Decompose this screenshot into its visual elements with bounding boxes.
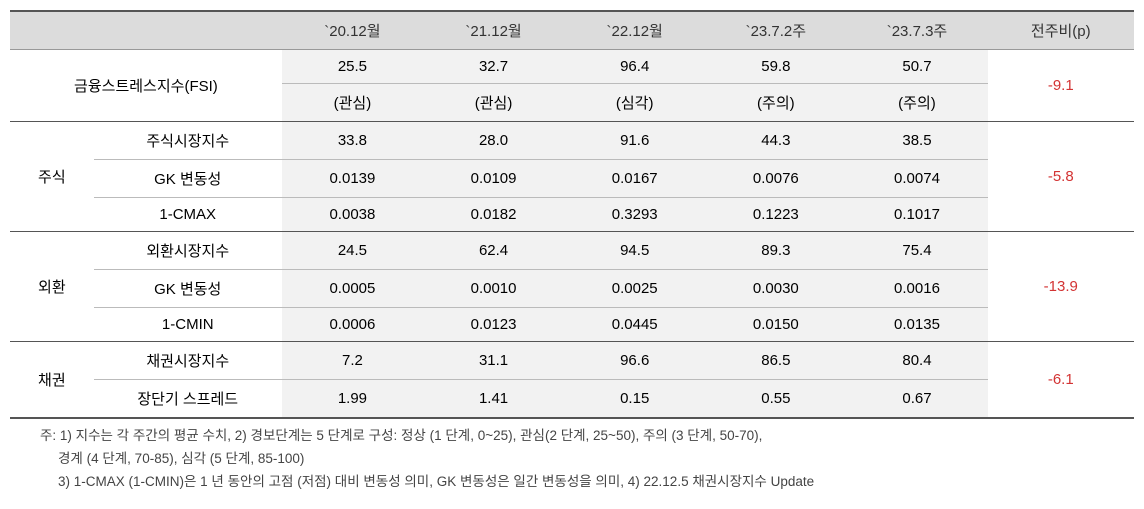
bonds-wow: -6.1 — [988, 342, 1134, 419]
footnote-line: 주: 1) 지수는 각 주간의 평균 수치, 2) 경보단계는 5 단계로 구성… — [40, 425, 1104, 448]
cell: 96.6 — [564, 342, 705, 380]
header-col: `20.12월 — [282, 11, 423, 50]
metric-label: 채권시장지수 — [94, 342, 282, 380]
category-stocks: 주식 — [10, 122, 94, 232]
table-row: 채권 채권시장지수 7.2 31.1 96.6 86.5 80.4 -6.1 — [10, 342, 1134, 380]
cell: 0.67 — [846, 380, 987, 419]
cell: 0.0038 — [282, 198, 423, 232]
cell: 1.41 — [423, 380, 564, 419]
cell: 0.0074 — [846, 160, 987, 198]
cell: 0.0005 — [282, 270, 423, 308]
cell: 94.5 — [564, 232, 705, 270]
cell: 38.5 — [846, 122, 987, 160]
cell: 0.1017 — [846, 198, 987, 232]
fsi-stage: (주의) — [705, 84, 846, 122]
cell: 0.0167 — [564, 160, 705, 198]
cell: 24.5 — [282, 232, 423, 270]
table-row: 장단기 스프레드 1.99 1.41 0.15 0.55 0.67 — [10, 380, 1134, 419]
fsi-wow: -9.1 — [988, 50, 1134, 122]
fsi-stage: (심각) — [564, 84, 705, 122]
fx-wow: -13.9 — [988, 232, 1134, 342]
metric-label: GK 변동성 — [94, 270, 282, 308]
category-fx: 외환 — [10, 232, 94, 342]
cell: 0.55 — [705, 380, 846, 419]
fsi-stage: (관심) — [423, 84, 564, 122]
fsi-stage: (관심) — [282, 84, 423, 122]
header-blank — [10, 11, 94, 50]
category-bonds: 채권 — [10, 342, 94, 419]
stocks-wow: -5.8 — [988, 122, 1134, 232]
metric-label: 1-CMIN — [94, 308, 282, 342]
footnote-line: 3) 1-CMAX (1-CMIN)은 1 년 동안의 고점 (저점) 대비 변… — [40, 471, 1104, 494]
cell: 33.8 — [282, 122, 423, 160]
table-row: 1-CMIN 0.0006 0.0123 0.0445 0.0150 0.013… — [10, 308, 1134, 342]
cell: 0.1223 — [705, 198, 846, 232]
cell: 0.0109 — [423, 160, 564, 198]
header-wow: 전주비(p) — [988, 11, 1134, 50]
fsi-val: 96.4 — [564, 50, 705, 84]
header-col: `23.7.2주 — [705, 11, 846, 50]
cell: 7.2 — [282, 342, 423, 380]
cell: 0.0182 — [423, 198, 564, 232]
metric-label: GK 변동성 — [94, 160, 282, 198]
cell: 0.0139 — [282, 160, 423, 198]
cell: 0.0025 — [564, 270, 705, 308]
cell: 89.3 — [705, 232, 846, 270]
cell: 80.4 — [846, 342, 987, 380]
cell: 75.4 — [846, 232, 987, 270]
cell: 91.6 — [564, 122, 705, 160]
cell: 28.0 — [423, 122, 564, 160]
metric-label: 주식시장지수 — [94, 122, 282, 160]
table-row: GK 변동성 0.0139 0.0109 0.0167 0.0076 0.007… — [10, 160, 1134, 198]
fsi-table: `20.12월 `21.12월 `22.12월 `23.7.2주 `23.7.3… — [10, 10, 1134, 419]
fsi-val: 50.7 — [846, 50, 987, 84]
fsi-value-row: 금융스트레스지수(FSI) 25.5 32.7 96.4 59.8 50.7 -… — [10, 50, 1134, 84]
cell: 0.0076 — [705, 160, 846, 198]
cell: 0.0030 — [705, 270, 846, 308]
metric-label: 장단기 스프레드 — [94, 380, 282, 419]
fsi-val: 32.7 — [423, 50, 564, 84]
fsi-label: 금융스트레스지수(FSI) — [10, 50, 282, 122]
cell: 0.0445 — [564, 308, 705, 342]
header-row: `20.12월 `21.12월 `22.12월 `23.7.2주 `23.7.3… — [10, 11, 1134, 50]
fsi-stage: (주의) — [846, 84, 987, 122]
table-row: 주식 주식시장지수 33.8 28.0 91.6 44.3 38.5 -5.8 — [10, 122, 1134, 160]
cell: 31.1 — [423, 342, 564, 380]
cell: 0.0010 — [423, 270, 564, 308]
cell: 1.99 — [282, 380, 423, 419]
metric-label: 1-CMAX — [94, 198, 282, 232]
cell: 44.3 — [705, 122, 846, 160]
fsi-val: 25.5 — [282, 50, 423, 84]
header-col: `23.7.3주 — [846, 11, 987, 50]
header-col: `21.12월 — [423, 11, 564, 50]
cell: 0.0150 — [705, 308, 846, 342]
cell: 0.0123 — [423, 308, 564, 342]
cell: 0.0135 — [846, 308, 987, 342]
cell: 0.0006 — [282, 308, 423, 342]
header-col: `22.12월 — [564, 11, 705, 50]
cell: 0.3293 — [564, 198, 705, 232]
cell: 86.5 — [705, 342, 846, 380]
cell: 62.4 — [423, 232, 564, 270]
metric-label: 외환시장지수 — [94, 232, 282, 270]
header-blank — [94, 11, 282, 50]
cell: 0.0016 — [846, 270, 987, 308]
footnote-block: 주: 1) 지수는 각 주간의 평균 수치, 2) 경보단계는 5 단계로 구성… — [10, 419, 1134, 496]
fsi-val: 59.8 — [705, 50, 846, 84]
table-row: 외환 외환시장지수 24.5 62.4 94.5 89.3 75.4 -13.9 — [10, 232, 1134, 270]
table-row: GK 변동성 0.0005 0.0010 0.0025 0.0030 0.001… — [10, 270, 1134, 308]
table-row: 1-CMAX 0.0038 0.0182 0.3293 0.1223 0.101… — [10, 198, 1134, 232]
cell: 0.15 — [564, 380, 705, 419]
footnote-line: 경계 (4 단계, 70-85), 심각 (5 단계, 85-100) — [40, 448, 1104, 471]
